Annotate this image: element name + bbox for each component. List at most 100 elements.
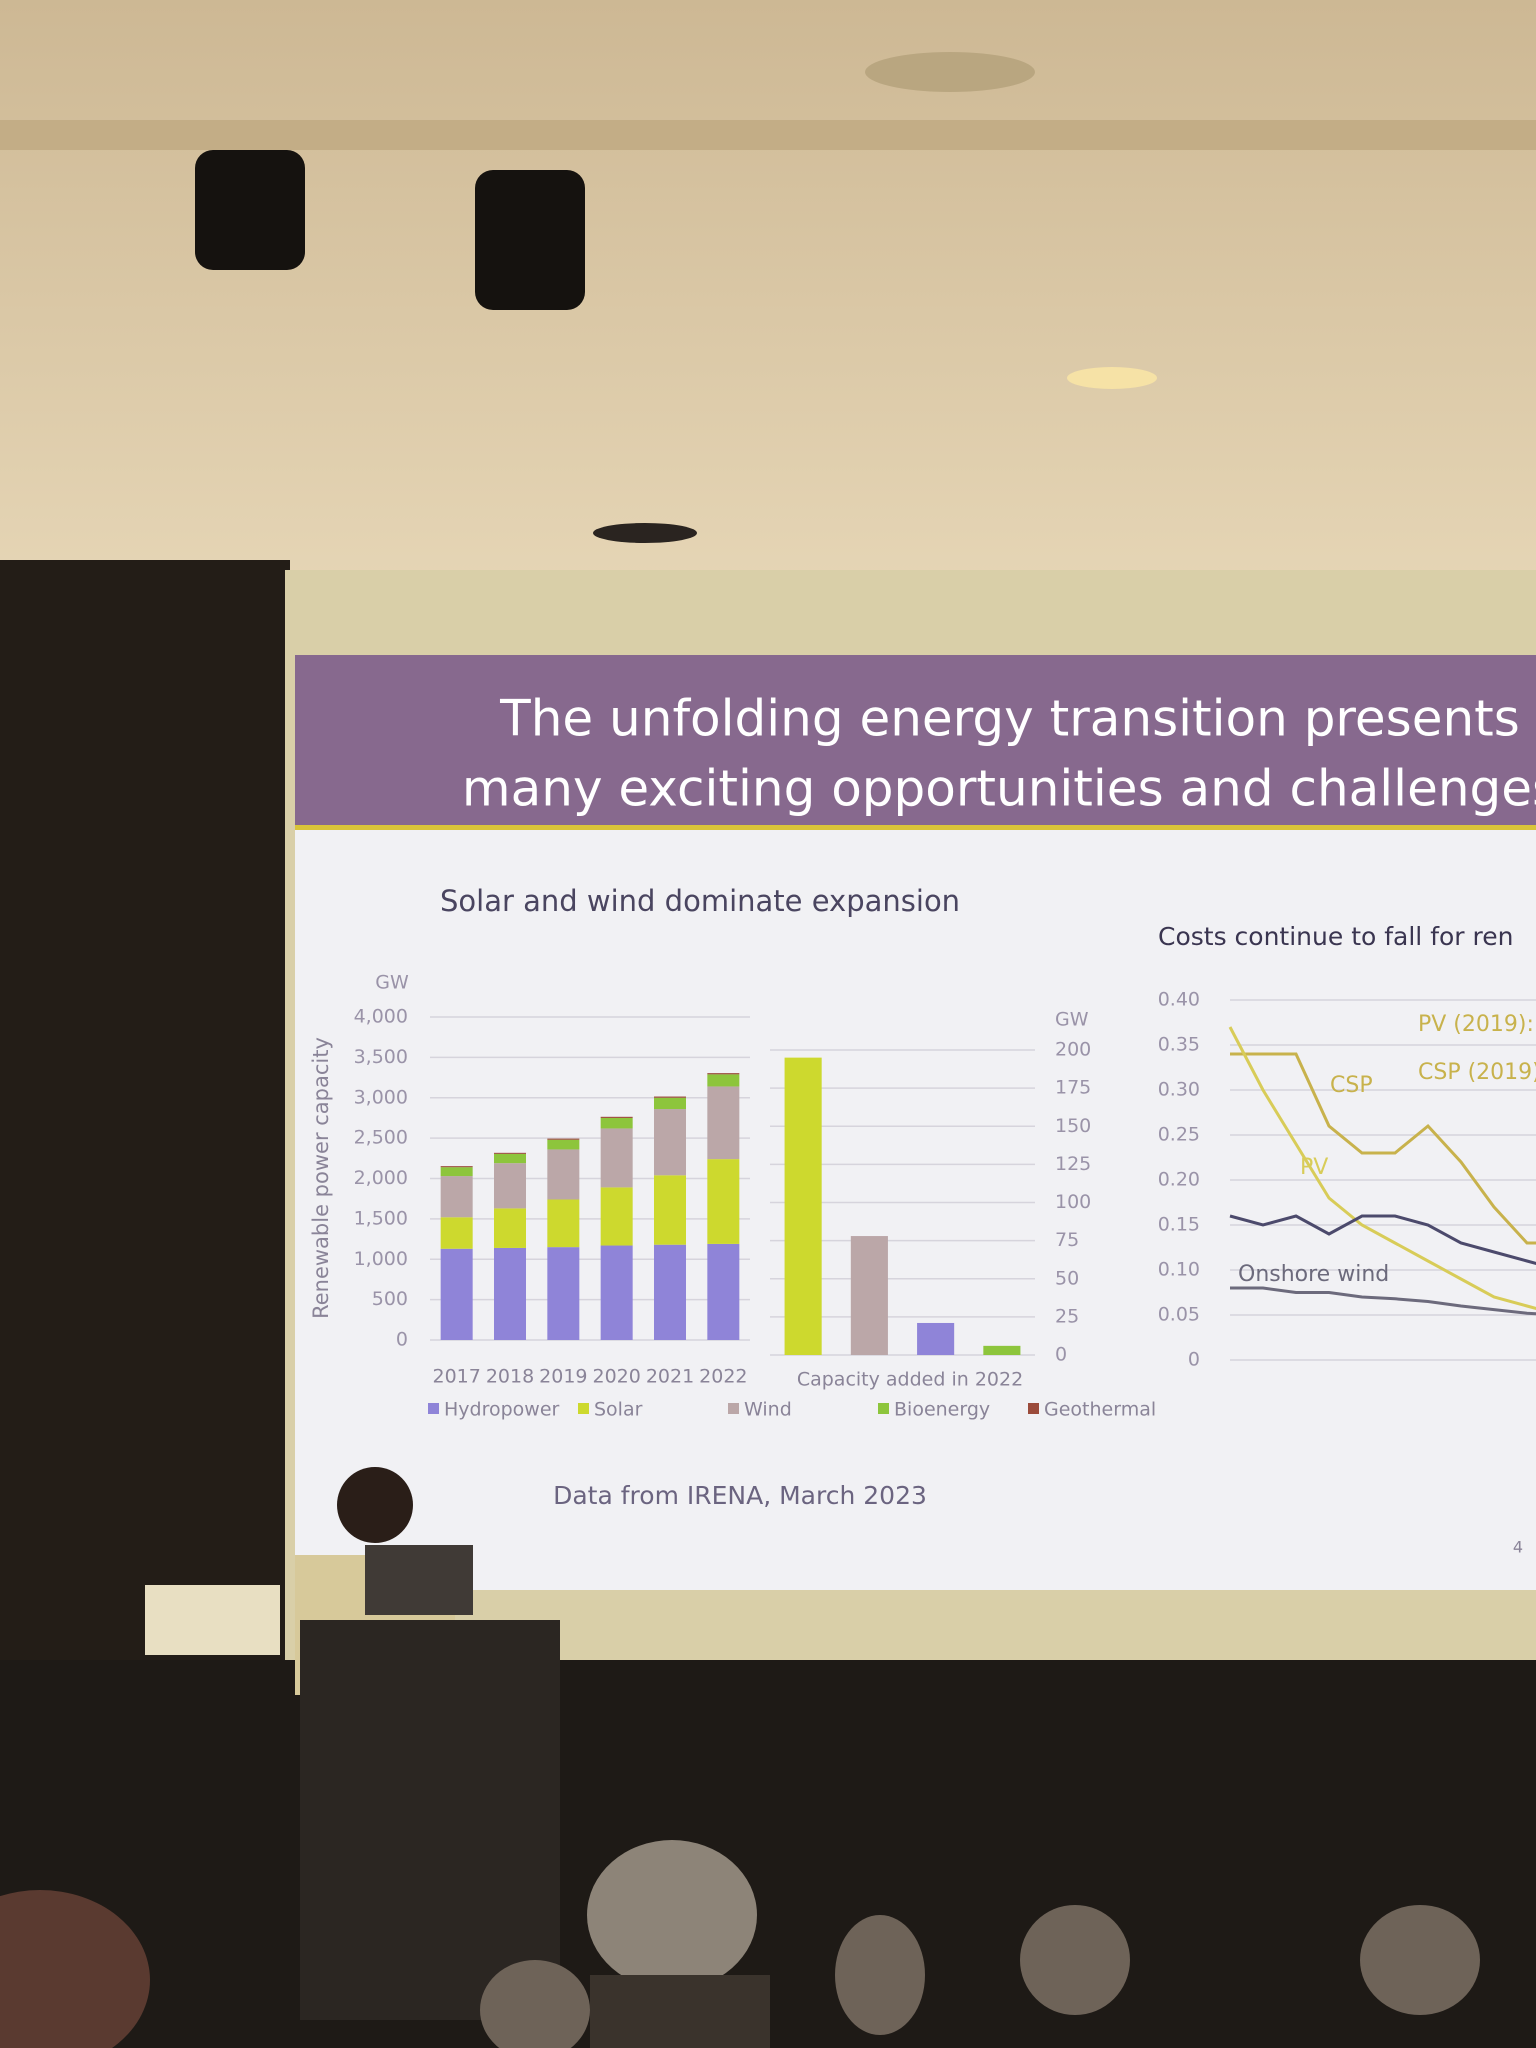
bar [917,1322,955,1355]
bar-segment [440,1248,473,1340]
bar-segment [600,1245,633,1340]
bar-segment [654,1096,686,1098]
legend-swatch [728,1403,739,1414]
y-tick-label: 100 [1055,1191,1091,1213]
x-tick-label: 2018 [486,1366,534,1388]
bar-segment [600,1187,633,1246]
series-label: CSP [1330,1073,1373,1098]
x-tick-label: 2021 [646,1366,694,1388]
bar-segment [494,1153,526,1164]
bar-segment [494,1247,526,1340]
y-tick-label: 500 [372,1288,408,1310]
bar-segment [547,1247,580,1340]
chart-title: Costs continue to fall for ren [1158,922,1513,951]
bar-segment [600,1116,633,1118]
slide-title: The unfolding energy transition presents [499,690,1520,748]
y-tick-label: 125 [1055,1153,1091,1175]
y-tick-label: 75 [1055,1229,1079,1251]
ceiling [0,0,1536,600]
legend-label: Hydropower [444,1399,560,1421]
presenter [145,1467,560,2020]
spotlight [195,150,585,310]
x-tick-label: 2020 [592,1366,640,1388]
x-axis-label: Capacity added in 2022 [797,1369,1023,1391]
x-tick-label: 2019 [539,1366,587,1388]
legend-label: Wind [744,1399,792,1421]
title-band [295,655,1536,825]
y-tick-label: 0.30 [1158,1079,1200,1101]
y-axis-label: Renewable power capacity [309,1037,333,1319]
y-tick-label: 1,000 [354,1248,408,1270]
line-series [1228,1026,1536,1311]
y-tick-label: 3,000 [354,1086,408,1108]
legend-swatch [878,1403,889,1414]
series-label: Onshore wind [1238,1262,1389,1287]
bar-segment [654,1109,686,1176]
y-tick-label: 0.25 [1158,1124,1200,1146]
y-tick-label: 0.35 [1158,1034,1200,1056]
bar-segment [707,1159,740,1244]
page-number: 4 [1513,1538,1523,1557]
line-series [1230,1052,1536,1245]
y-tick-label: 200 [1055,1039,1091,1061]
y-tick-label: 175 [1055,1077,1091,1099]
ceiling-vent [593,523,697,543]
y-tick-label: 0 [1188,1349,1200,1371]
legend-label: Geothermal [1044,1399,1156,1421]
bar-segment [707,1074,740,1087]
y-tick-label: 3,500 [354,1046,408,1068]
y-tick-label: 1,500 [354,1207,408,1229]
y-tick-label: 0.05 [1158,1304,1200,1326]
y-tick-label: 25 [1055,1305,1079,1327]
legend-label: Bioenergy [894,1399,990,1421]
bar-segment [547,1199,580,1248]
ceiling-beam [0,120,1536,150]
annotation: PV (2019): [1418,1012,1534,1037]
bar-segment [547,1138,580,1140]
y-tick-label: 0.15 [1158,1214,1200,1236]
y-tick-label: 2,500 [354,1127,408,1149]
y-tick-label: 50 [1055,1267,1079,1289]
bar-segment [547,1149,580,1200]
y-tick-label: 0.40 [1158,989,1200,1011]
legend-swatch [1028,1403,1039,1414]
y-tick-label: 0.20 [1158,1169,1200,1191]
axis-unit: GW [1055,1009,1089,1031]
y-tick-label: 0 [1055,1344,1067,1366]
line-series [1230,1286,1536,1316]
y-tick-label: 0 [396,1329,408,1351]
bar-segment [600,1117,633,1129]
bar-segment [440,1167,473,1177]
line-series [1229,1214,1536,1266]
chart-title: Solar and wind dominate expansion [440,884,960,918]
bar-segment [654,1175,686,1245]
bar-segment [707,1243,740,1340]
charts: 05001,0001,5002,0002,5003,0003,5004,000S… [309,884,1536,1421]
ceiling-light [1067,367,1157,389]
annotation: CSP (2019) [1418,1060,1536,1085]
bar-segment [440,1217,473,1249]
bar-segment [494,1152,526,1154]
bar-segment [654,1244,686,1340]
x-tick-label: 2022 [699,1366,747,1388]
slide-title: many exciting opportunities and challeng… [462,760,1536,818]
y-tick-label: 0.10 [1158,1259,1200,1281]
bar-segment [494,1208,526,1248]
title-rule [295,825,1536,830]
legend-swatch [578,1403,589,1414]
source-note: Data from IRENA, March 2023 [553,1481,927,1510]
bar-segment [547,1139,580,1150]
bar-segment [654,1097,686,1110]
bar-segment [440,1166,473,1168]
series-label: PV [1300,1155,1328,1180]
bar-segment [600,1128,633,1188]
audience [0,1840,1480,2048]
legend-label: Solar [594,1399,643,1421]
y-tick-label: 150 [1055,1115,1091,1137]
bar-segment [440,1176,473,1218]
bar [983,1345,1021,1355]
ceiling-light [865,52,1035,92]
bar [784,1057,822,1355]
